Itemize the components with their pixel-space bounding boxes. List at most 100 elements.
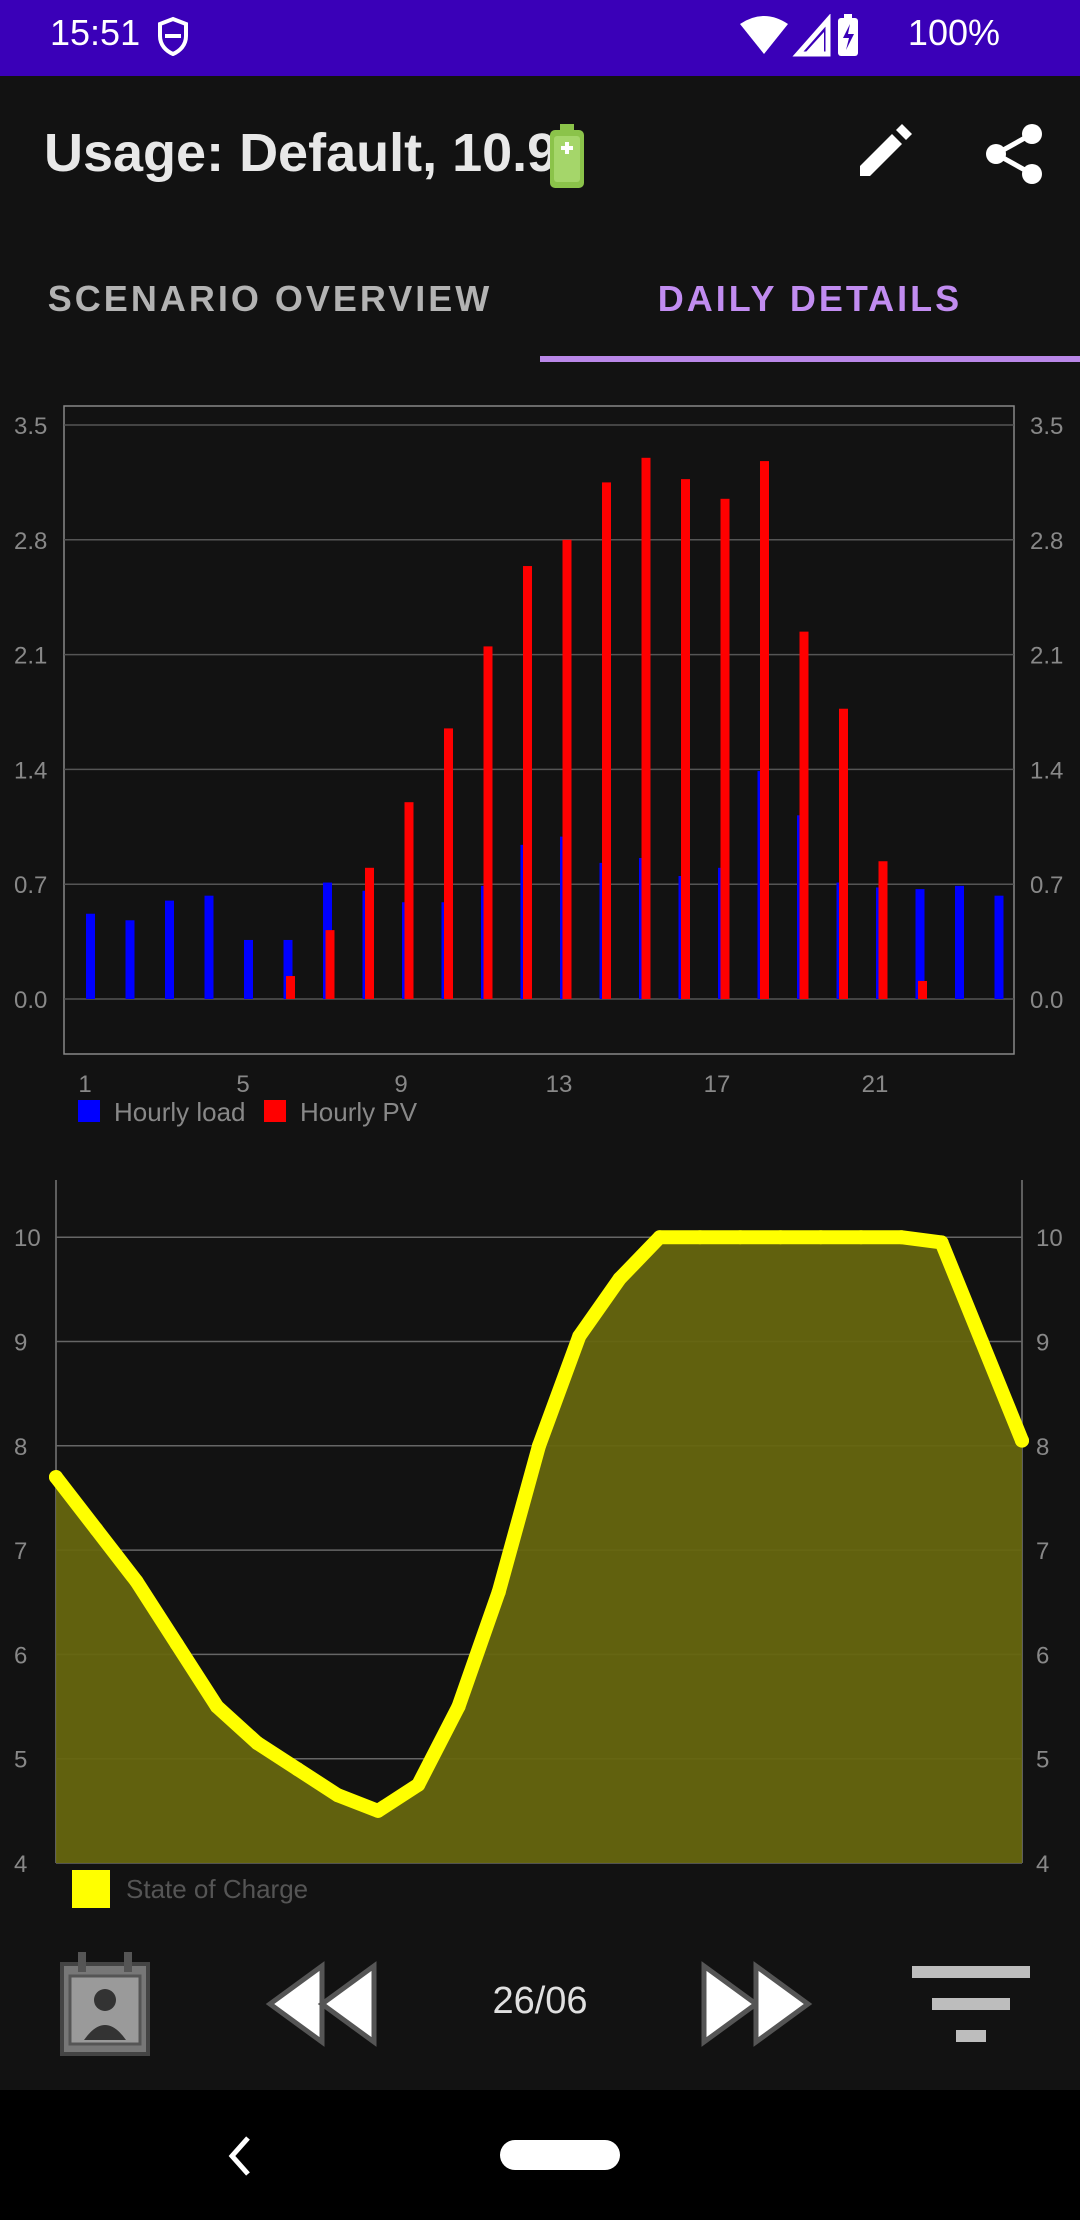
y-tick-label-left: 1.4 [14,757,47,784]
y-tick-label-left: 4 [14,1851,27,1878]
soc-point [89,1522,104,1537]
wifi-signal-icons [740,14,858,57]
y-tick-label-left: 0.7 [14,872,47,899]
soc-point [169,1636,184,1651]
soc-point [773,1230,788,1245]
soc-point [974,1334,989,1349]
y-tick-label-left: 9 [14,1330,27,1357]
pv-bar [602,482,611,999]
x-tick-label: 21 [862,1071,889,1098]
soc-point [1015,1433,1029,1448]
rewind-icon[interactable] [262,1960,382,2048]
legend-swatch-soc [72,1870,110,1908]
y-tick-label-left: 7 [14,1538,27,1565]
load-bar [244,939,253,999]
load-bar [283,939,293,999]
y-tick-label-right: 1.4 [1030,757,1063,784]
y-tick-label-right: 7 [1036,1538,1049,1565]
tab-scenario-overview[interactable]: SCENARIO OVERVIEW [47,278,493,319]
battery-percent: 100% [907,12,1000,53]
pv-bar [444,728,453,999]
y-tick-label-left: 8 [14,1434,27,1461]
battery-icon [550,124,584,188]
app-bar: Usage: Default, 10.9 [0,76,1080,236]
status-time: 15:51 [50,12,141,53]
tab-indicator [540,356,1080,362]
legend-swatch-load [78,1100,100,1122]
page-title: Usage: Default, 10.9 [44,123,558,183]
y-tick-label-left: 6 [14,1642,27,1669]
soc-point [652,1230,667,1245]
load-bar [204,895,214,999]
y-tick-label-right: 4 [1036,1851,1049,1878]
wifi-icon [740,16,788,54]
pv-bar [365,867,374,999]
pv-bar [681,479,690,999]
current-date: 26/06 [492,1980,588,2022]
legend-label-soc: State of Charge [126,1874,308,1904]
shield-icon [158,16,188,56]
y-tick-label-right: 0.7 [1030,872,1063,899]
soc-point [532,1438,546,1453]
y-tick-label-left: 10 [14,1225,41,1252]
soc-point [491,1584,506,1599]
legend-label-load: Hourly load [114,1097,246,1127]
soc-point [411,1777,426,1792]
soc-point [894,1230,909,1245]
calendar-person-icon[interactable] [56,1950,156,2060]
pv-bar [720,498,730,999]
y-tick-label-left: 0.0 [14,987,47,1014]
y-tick-label-left: 2.1 [14,643,47,670]
y-tick-label-left: 5 [14,1747,27,1774]
pv-bar [760,461,769,999]
soc-point [290,1762,305,1777]
load-bar [86,913,95,999]
x-tick-label: 5 [236,1071,249,1098]
y-tick-label-right: 6 [1036,1642,1049,1669]
y-tick-label-right: 2.8 [1030,528,1063,555]
load-bar [955,885,964,999]
soc-point [854,1230,868,1245]
soc-point [934,1235,949,1250]
soc-point [250,1736,265,1751]
soc-point [572,1329,587,1344]
pv-bar [483,646,493,999]
x-tick-label: 1 [78,1071,91,1098]
pv-bar [799,631,809,999]
soc-point [330,1788,345,1803]
soc-point [210,1699,224,1714]
soc-point [612,1271,627,1286]
y-tick-label-right: 8 [1036,1434,1049,1461]
share-icon[interactable] [978,118,1050,190]
legend-label-pv: Hourly PV [300,1097,418,1127]
y-tick-label-right: 3.5 [1030,413,1063,440]
y-tick-label-right: 5 [1036,1747,1049,1774]
status-bar: 15:51 100% [0,0,1080,76]
pv-bar [839,708,848,999]
pv-bar [286,976,295,999]
battery-charging-icon [838,14,858,56]
load-bar [915,889,925,999]
pv-bar [562,539,572,999]
y-tick-label-right: 10 [1036,1225,1063,1252]
hourly-bar-chart: 0.0 0.0 0.7 0.7 1.4 1.4 2.1 2.1 2.8 2.8 3.5 3.5 1 5 9 1… [14,405,1063,1127]
home-pill[interactable] [500,2140,620,2170]
chart-frame [63,405,1015,1055]
soc-point [693,1230,707,1245]
fast-forward-icon[interactable] [696,1960,816,2048]
tab-daily-details[interactable]: DAILY DETAILS [657,278,963,319]
back-icon[interactable] [222,2132,258,2180]
y-tick-label-left: 3.5 [14,413,47,440]
x-tick-label: 17 [704,1071,731,1098]
y-tick-label-right: 2.1 [1030,643,1063,670]
edit-icon[interactable] [846,118,918,190]
soc-point [49,1470,63,1485]
soc-point [733,1230,748,1245]
soc-point [813,1230,828,1245]
legend-swatch-pv [264,1100,286,1122]
pv-bar [404,802,414,999]
load-bar [994,895,1004,999]
filter-icon[interactable] [908,1962,1034,2046]
pv-bar [523,566,532,999]
soc-point [129,1574,144,1589]
